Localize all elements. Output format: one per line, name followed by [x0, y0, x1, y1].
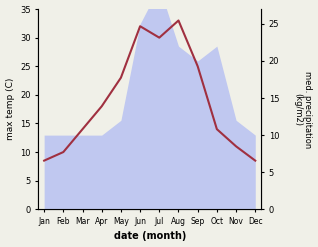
X-axis label: date (month): date (month) [114, 231, 186, 242]
Y-axis label: med. precipitation
(kg/m2): med. precipitation (kg/m2) [293, 71, 313, 148]
Y-axis label: max temp (C): max temp (C) [5, 78, 15, 140]
